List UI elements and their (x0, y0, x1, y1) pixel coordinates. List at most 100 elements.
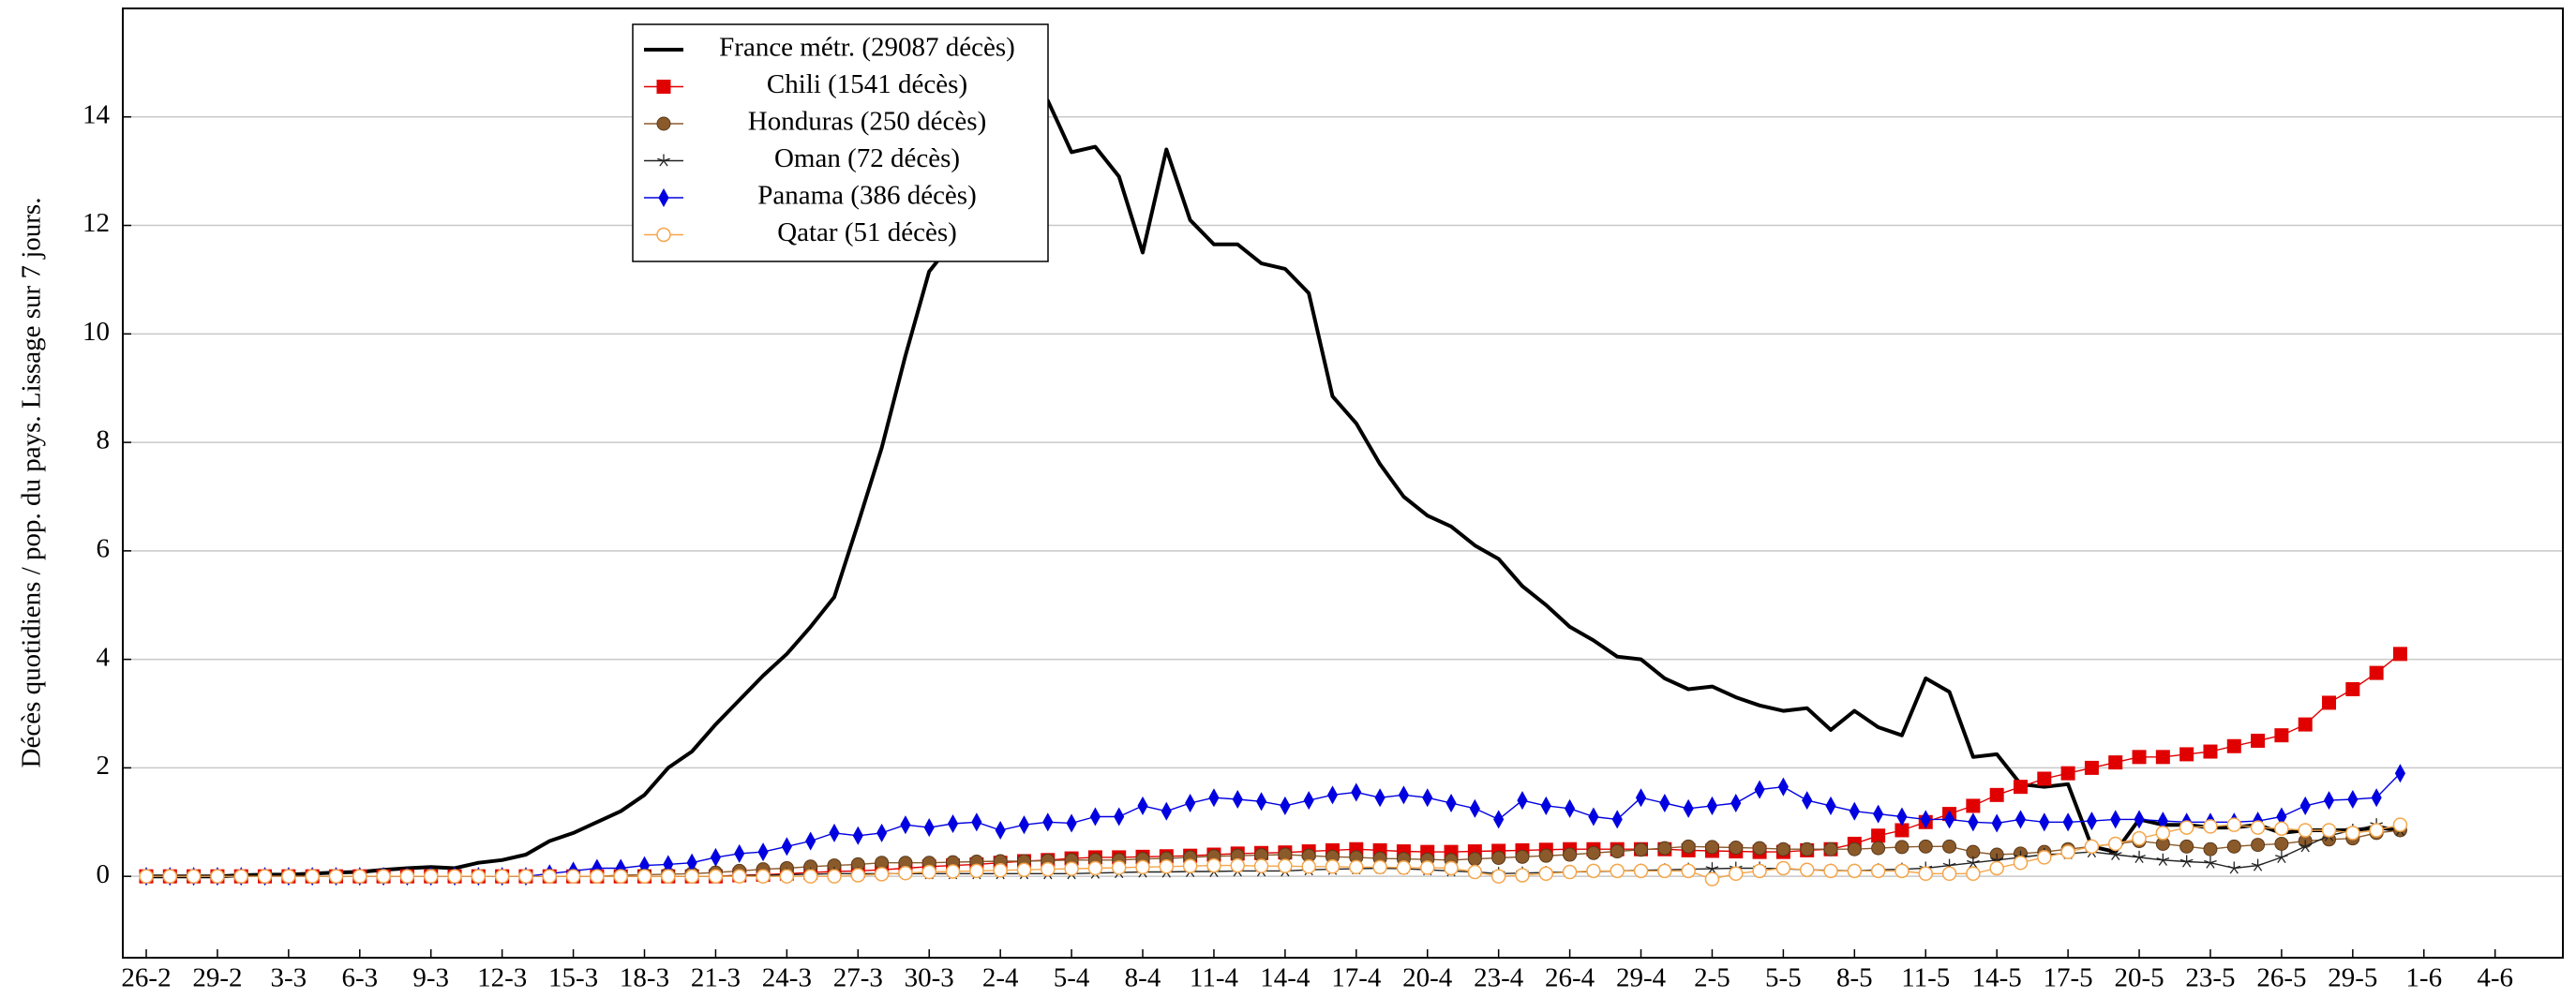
marker-open-circle (233, 869, 248, 884)
marker-diamond (757, 842, 769, 862)
x-tick-label: 11-4 (1190, 963, 1239, 993)
marker-open-circle (708, 869, 724, 884)
marker-open-circle (2250, 820, 2266, 835)
marker-diamond (1802, 791, 1813, 811)
marker-open-circle (1657, 863, 1672, 879)
x-tick-label: 8-5 (1836, 963, 1873, 993)
x-tick-label: 1-6 (2405, 963, 2442, 993)
marker-square (1989, 787, 2004, 802)
marker-diamond (1374, 788, 1385, 808)
marker-square (2037, 771, 2052, 786)
marker-open-circle (1087, 860, 1103, 876)
marker-open-circle (352, 869, 367, 884)
marker-diamond (2134, 810, 2145, 829)
y-axis-label: Décès quotidiens / pop. du pays. Lissage… (17, 198, 47, 768)
marker-open-circle (399, 869, 415, 884)
marker-open-circle (2392, 817, 2408, 832)
y-tick-label: 6 (97, 534, 111, 564)
marker-square (2155, 750, 2170, 765)
marker-diamond (1469, 798, 1480, 818)
marker-diamond (1280, 796, 1291, 815)
marker-open-circle (305, 869, 320, 884)
marker-square (656, 80, 671, 94)
marker-open-circle (1490, 869, 1506, 884)
marker-open-circle (850, 868, 866, 883)
marker-circle (1563, 847, 1578, 862)
marker-diamond (1351, 782, 1362, 802)
marker-open-circle (257, 869, 273, 884)
marker-square (2060, 766, 2075, 781)
marker-square (1966, 798, 1981, 813)
x-tick-label: 23-4 (1474, 963, 1524, 993)
marker-circle (1918, 839, 1933, 854)
marker-diamond (2394, 764, 2406, 783)
marker-open-circle (2369, 823, 2384, 838)
marker-open-circle (1941, 866, 1957, 882)
x-tick-label: 3-3 (271, 963, 307, 993)
marker-open-circle (661, 869, 676, 884)
marker-circle (1800, 842, 1815, 856)
marker-open-circle (376, 869, 391, 884)
marker-circle (1942, 839, 1957, 854)
marker-diamond (971, 812, 982, 832)
marker-square (2392, 647, 2407, 662)
marker-diamond (1255, 792, 1267, 812)
marker-open-circle (1325, 859, 1340, 874)
marker-open-circle (2321, 823, 2337, 838)
marker-square (2322, 695, 2337, 710)
x-tick-label: 30-3 (905, 963, 954, 993)
marker-circle (1634, 842, 1649, 857)
marker-diamond (2299, 796, 2311, 815)
marker-open-circle (1206, 857, 1221, 873)
marker-diamond (1943, 810, 1955, 829)
x-tick-label: 2-5 (1694, 963, 1730, 993)
x-tick-label: 20-5 (2114, 963, 2164, 993)
marker-open-circle (1989, 860, 2004, 876)
marker-diamond (995, 820, 1006, 840)
x-tick-label: 26-4 (1545, 963, 1595, 993)
marker-square (2226, 738, 2241, 753)
marker-open-circle (656, 227, 671, 243)
marker-square (2084, 760, 2099, 775)
marker-open-circle (684, 869, 699, 884)
marker-diamond (2086, 812, 2097, 831)
marker-square (2013, 780, 2028, 795)
marker-open-circle (2084, 839, 2100, 855)
marker-diamond (1517, 791, 1528, 811)
marker-open-circle (1704, 871, 1720, 886)
marker-diamond (2039, 812, 2050, 832)
marker-diamond (1185, 793, 1196, 813)
marker-square (2298, 717, 2313, 732)
marker-open-circle (1823, 863, 1838, 879)
marker-open-circle (1870, 863, 1886, 879)
legend-box (632, 23, 1049, 262)
plot-frame (122, 7, 2564, 959)
y-tick-label: 2 (97, 751, 111, 781)
marker-open-circle (2179, 820, 2194, 835)
x-tick-label: 14-5 (1972, 963, 2022, 993)
marker-diamond (658, 187, 669, 208)
marker-circle (1823, 842, 1838, 856)
marker-open-circle (2037, 850, 2052, 865)
marker-open-circle (1515, 868, 1530, 883)
marker-open-circle (1182, 858, 1198, 873)
marker-diamond (852, 826, 863, 845)
marker-circle (1871, 841, 1886, 856)
marker-square (2251, 733, 2266, 748)
marker-open-circle (1966, 866, 1981, 882)
legend-label: France métr. (29087 décès) (719, 33, 1015, 63)
marker-star (1705, 862, 1719, 875)
marker-diamond (1303, 791, 1314, 811)
marker-circle (1515, 849, 1530, 864)
marker-open-circle (1610, 863, 1625, 879)
marker-star (2299, 840, 2313, 853)
marker-open-circle (1135, 859, 1150, 875)
marker-open-circle (423, 869, 439, 884)
marker-star (2108, 848, 2122, 861)
marker-circle (1491, 850, 1506, 865)
marker-open-circle (945, 864, 961, 879)
legend-label: Oman (72 décès) (774, 143, 960, 173)
x-tick-label: 4-6 (2477, 963, 2513, 993)
x-tick-label: 8-4 (1125, 963, 1161, 993)
marker-diamond (1683, 798, 1694, 818)
